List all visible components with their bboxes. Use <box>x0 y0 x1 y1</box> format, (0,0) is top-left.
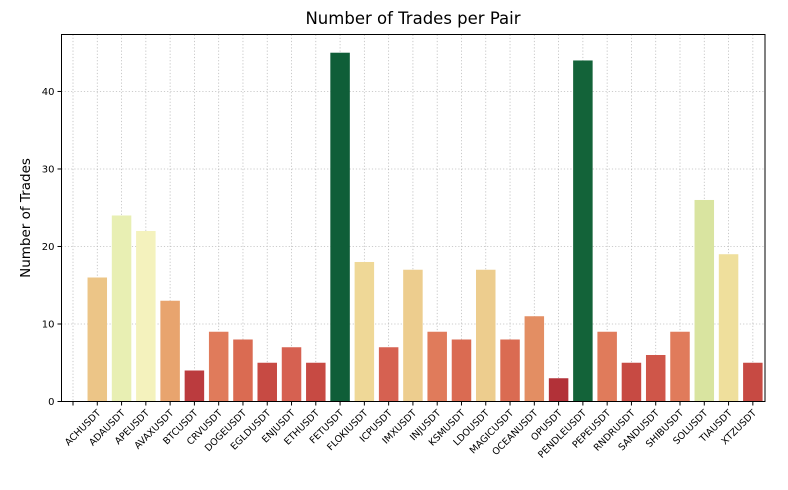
bar-egldusdt <box>257 362 277 402</box>
bar-pendleusdt <box>573 60 593 402</box>
bar-ethusdt <box>306 362 326 402</box>
bar-shibusdt <box>670 331 690 402</box>
y-tick-label: 0 <box>48 397 54 408</box>
bar-sandusdt <box>645 354 666 402</box>
bar-btcusdt <box>184 370 205 402</box>
bar-crvusdt <box>208 331 229 402</box>
y-tick-label: 30 <box>42 164 55 175</box>
bar-solusdt <box>694 199 715 402</box>
bar-apeusdt <box>136 230 156 402</box>
bar-imxusdt <box>403 269 423 402</box>
y-tick-label: 40 <box>42 87 55 98</box>
bar-enjusdt <box>281 347 302 402</box>
chart-title: Number of Trades per Pair <box>305 9 520 28</box>
bar-flokiusdt <box>354 261 375 402</box>
y-tick-label: 10 <box>42 319 55 330</box>
y-tick-label: 20 <box>42 242 55 253</box>
bar-fetusdt <box>330 52 350 402</box>
bar-oceanusdt <box>524 316 545 402</box>
bar-avaxusdt <box>160 300 180 402</box>
bar-ldousdt <box>476 269 496 402</box>
bars <box>87 52 763 402</box>
bar-ksmusdt <box>451 339 472 402</box>
y-axis-label: Number of Trades <box>18 158 34 278</box>
bar-achusdt <box>87 277 108 402</box>
bar-pepeusdt <box>597 331 617 402</box>
bar-magicusdt <box>500 339 520 402</box>
axes-frame <box>61 34 766 402</box>
x-axis: ACHUSDTADAUSDTAPEUSDTAVAXUSDTBTCUSDTCRVU… <box>63 401 759 461</box>
bar-icpusdt <box>378 347 399 402</box>
bar-injusdt <box>427 331 447 402</box>
bar-tiausdt <box>718 254 739 402</box>
y-axis: 0 10 20 30 40 <box>42 87 62 408</box>
bar-opusdt <box>548 378 569 402</box>
grid-lines <box>61 34 765 402</box>
bar-xtzusdt <box>743 362 763 402</box>
bar-dogeusdt <box>233 339 253 402</box>
bar-adausdt <box>111 215 132 402</box>
bar-rndrusdt <box>621 362 642 402</box>
